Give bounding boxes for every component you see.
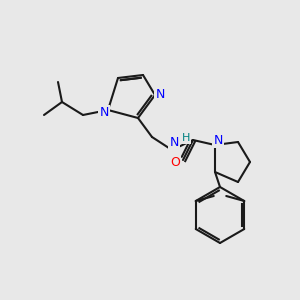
Text: N: N — [213, 134, 223, 146]
Text: N: N — [169, 136, 179, 149]
Text: N: N — [99, 106, 109, 119]
Text: N: N — [155, 88, 165, 101]
Text: O: O — [170, 157, 180, 169]
Text: H: H — [182, 133, 190, 143]
